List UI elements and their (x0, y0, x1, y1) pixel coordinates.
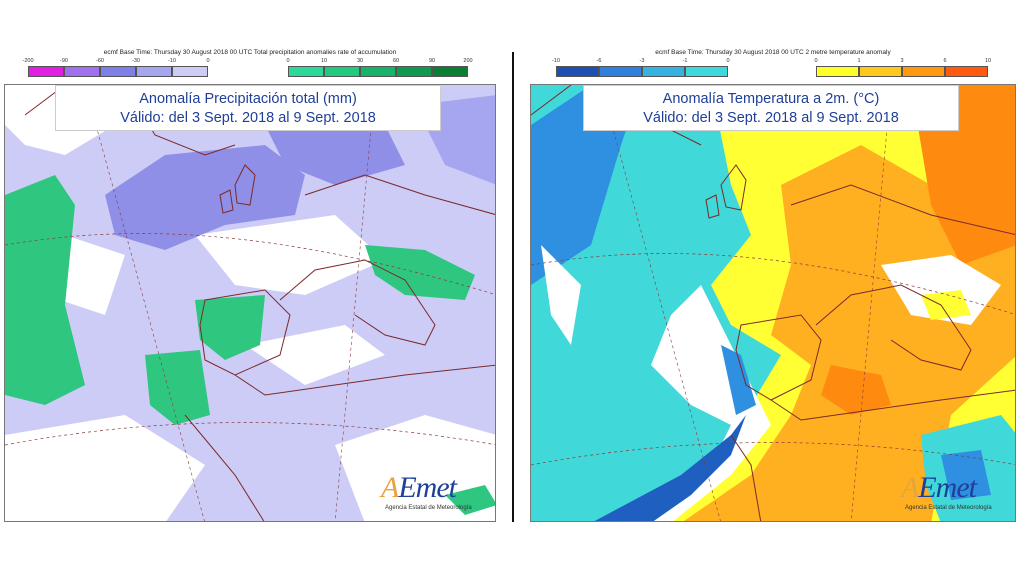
aemet-logo-subtitle: Agencia Estatal de Meteorología (385, 505, 472, 511)
temp-map-graphic (531, 85, 1015, 521)
aemet-logo-subtitle-right: Agencia Estatal de Meteorología (905, 505, 992, 511)
precip-legend-neg-tick-label: 0 (206, 58, 210, 64)
temp-validity: Válido: del 3 Sept. 2018 al 9 Sept. 2018 (643, 110, 899, 126)
precip-validity: Válido: del 3 Sept. 2018 al 9 Sept. 2018 (120, 110, 376, 126)
panel-divider (512, 52, 514, 522)
temp-legend-neg-swatch (642, 66, 685, 77)
precip-legend-neg-swatch (172, 66, 208, 77)
precip-legend-neg-tick-label: -30 (132, 58, 140, 64)
precip-legend-neg-tick-label: -10 (168, 58, 176, 64)
temperature-anomaly-map-panel: ecmf Base Time: Thursday 30 August 2018 … (530, 48, 1016, 522)
temp-legend-neg-tick-label: 0 (726, 58, 730, 64)
temp-legend-neg-swatch (599, 66, 642, 77)
temp-legend-pos-tick-label: 1 (857, 58, 861, 64)
temp-legend-neg-swatch (685, 66, 728, 77)
precip-legend-pos-swatch (324, 66, 360, 77)
precip-map-graphic (5, 85, 495, 521)
temp-title-box: Anomalía Temperatura a 2m. (°C) Válido: … (583, 85, 959, 131)
precip-header-text: ecmf Base Time: Thursday 30 August 2018 … (103, 49, 397, 56)
temp-legend-neg-tick-label: -6 (596, 58, 602, 64)
temp-legend-pos-swatch (859, 66, 902, 77)
temp-legend: -10 -6 -3 -1 0 0 1 3 6 10 (530, 58, 1016, 84)
aemet-logo-right: AEmet Agencia Estatal de Meteorología (901, 471, 1005, 515)
precip-legend-pos-tick-label: 90 (428, 58, 436, 64)
aemet-logo-text: AEmet (381, 471, 457, 504)
precip-legend-pos-tick-label: 0 (286, 58, 290, 64)
aemet-logo-text-right: AEmet (901, 471, 977, 504)
precip-legend-pos-tick-label: 60 (392, 58, 400, 64)
temp-legend-neg-tick-label: -3 (639, 58, 645, 64)
precip-legend-neg-swatch (136, 66, 172, 77)
precip-legend-pos-tick-label: 30 (356, 58, 364, 64)
temp-map: Anomalía Temperatura a 2m. (°C) Válido: … (530, 84, 1016, 522)
precip-legend-neg-tick-label: -60 (96, 58, 104, 64)
temp-legend-neg-tick-label: -10 (552, 58, 560, 64)
temp-header-text: ecmf Base Time: Thursday 30 August 2018 … (655, 49, 891, 56)
precip-legend-neg-tick-label: -90 (60, 58, 68, 64)
precip-legend-pos-swatch (288, 66, 324, 77)
precip-legend-pos-tick-label: 10 (320, 58, 328, 64)
precip-map: Anomalía Precipitación total (mm) Válido… (4, 84, 496, 522)
temp-legend-pos-swatch (902, 66, 945, 77)
precip-legend-pos-swatch (360, 66, 396, 77)
precip-legend-pos-tick-label: 200 (463, 58, 473, 64)
temp-legend-neg-swatch (556, 66, 599, 77)
precip-legend-neg-swatch (28, 66, 64, 77)
precip-legend-neg-swatch (100, 66, 136, 77)
temp-legend-pos-tick-label: 0 (814, 58, 818, 64)
precip-legend-neg-swatch (64, 66, 100, 77)
temp-legend-pos-tick-label: 6 (943, 58, 947, 64)
precipitation-anomaly-map-panel: ecmf Base Time: Thursday 30 August 2018 … (4, 48, 496, 522)
precip-legend-pos-swatch (432, 66, 468, 77)
precip-title-box: Anomalía Precipitación total (mm) Válido… (55, 85, 441, 131)
temp-legend-neg-tick-label: -1 (682, 58, 688, 64)
aemet-logo: AEmet Agencia Estatal de Meteorología (381, 471, 485, 515)
temp-legend-pos-tick-label: 3 (900, 58, 904, 64)
temp-title: Anomalía Temperatura a 2m. (°C) (662, 91, 880, 107)
temp-legend-pos-swatch (945, 66, 988, 77)
precip-legend-pos-swatch (396, 66, 432, 77)
precip-legend-neg-tick-label: -200 (22, 58, 34, 64)
precip-title: Anomalía Precipitación total (mm) (139, 91, 357, 107)
temp-legend-pos-swatch (816, 66, 859, 77)
precip-legend: -200 -90 -60 -30 -10 0 0 10 30 60 90 200 (4, 58, 496, 84)
temp-legend-pos-tick-label: 10 (984, 58, 992, 64)
